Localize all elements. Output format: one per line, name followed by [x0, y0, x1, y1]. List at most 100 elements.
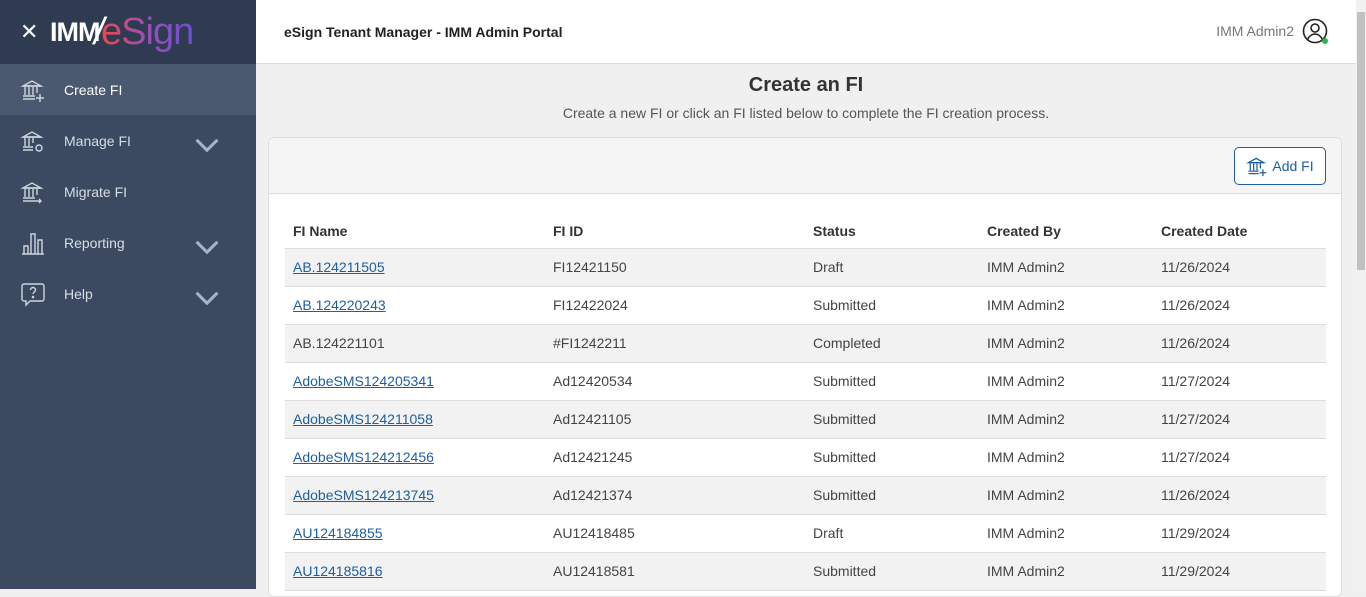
created-date-cell: 11/29/2024	[1153, 552, 1326, 591]
fi-name-link[interactable]: AB.124211505	[293, 259, 385, 275]
column-header: FI ID	[545, 214, 805, 249]
fi-name-cell: AB.124211505	[285, 248, 545, 287]
fi-name-link[interactable]: AdobeSMS124213745	[293, 487, 434, 503]
status-cell: Submitted	[805, 476, 979, 515]
column-header: Created Date	[1153, 214, 1326, 249]
sidebar-item-reporting[interactable]: Reporting	[0, 217, 256, 268]
page-subtitle: Create a new FI or click an FI listed be…	[562, 105, 1050, 121]
sidebar-nav: Create FI Manage FI Migrate FI Reporting Hel…	[0, 64, 256, 319]
user-menu[interactable]: IMM Admin2	[1216, 18, 1328, 44]
fi-name-link[interactable]: AB.124220243	[293, 297, 386, 313]
fi-id-cell: #FI1242211	[545, 324, 805, 363]
created-date-cell: 11/27/2024	[1153, 362, 1326, 401]
created-date-cell: 11/27/2024	[1153, 438, 1326, 477]
created-date-cell: 11/29/2024	[1153, 514, 1326, 553]
card-toolbar: Add FI	[269, 138, 1341, 194]
table-row: AdobeSMS124212456 Ad12421245 Submitted I…	[285, 438, 1326, 477]
fi-name-link[interactable]: AdobeSMS124212456	[293, 449, 434, 465]
created-date-cell: 11/26/2024	[1153, 324, 1326, 363]
created-by-cell: IMM Admin2	[979, 400, 1153, 439]
app-title: eSign Tenant Manager - IMM Admin Portal	[284, 23, 563, 40]
table-row: AB.124220243 FI12422024 Submitted IMM Ad…	[285, 286, 1326, 325]
user-avatar-icon[interactable]	[1302, 18, 1328, 44]
page-header: Create an FI Create a new FI or click an…	[256, 74, 1356, 121]
fi-table: FI Name FI ID Status Created By Created Date…	[285, 214, 1326, 591]
status-cell: Submitted	[805, 552, 979, 591]
fi-name-cell: AB.124221101	[285, 324, 545, 363]
status-cell: Submitted	[805, 362, 979, 401]
fi-name-link[interactable]: AdobeSMS124211058	[293, 411, 433, 427]
fi-id-cell: Ad12421245	[545, 438, 805, 477]
table-row: AU124184855 AU12418485 Draft IMM Admin2 …	[285, 514, 1326, 553]
sidebar-item-create-fi[interactable]: Create FI	[0, 64, 256, 115]
created-date-cell: 11/26/2024	[1153, 248, 1326, 287]
chevron-down-icon[interactable]	[194, 234, 220, 260]
sidebar-item-label: Help	[64, 285, 93, 302]
scrollbar-thumb[interactable]	[1357, 12, 1365, 270]
status-cell: Submitted	[805, 438, 979, 477]
created-by-cell: IMM Admin2	[979, 552, 1153, 591]
scrollbar[interactable]	[1356, 0, 1366, 589]
sidebar-item-label: Create FI	[64, 81, 123, 98]
column-header: Status	[805, 214, 979, 249]
close-icon[interactable]: ✕	[20, 19, 39, 44]
created-by-cell: IMM Admin2	[979, 362, 1153, 401]
fi-id-cell: FI12422024	[545, 286, 805, 325]
fi-list-card: Add FI FI Name FI ID Status Created By Creat…	[268, 137, 1342, 597]
fi-id-cell: AU12418581	[545, 552, 805, 591]
created-date-cell: 11/26/2024	[1153, 286, 1326, 325]
fi-id-cell: Ad12421374	[545, 476, 805, 515]
status-cell: Submitted	[805, 400, 979, 439]
fi-name-cell: AU124184855	[285, 514, 545, 553]
fi-name-cell: AB.124220243	[285, 286, 545, 325]
add-fi-button[interactable]: Add FI	[1234, 147, 1326, 185]
fi-name-link[interactable]: AU124184855	[293, 525, 383, 541]
created-by-cell: IMM Admin2	[979, 438, 1153, 477]
sidebar-item-label: Reporting	[64, 234, 125, 251]
fi-name-cell: AdobeSMS124205341	[285, 362, 545, 401]
fi-id-cell: Ad12420534	[545, 362, 805, 401]
column-header: Created By	[979, 214, 1153, 249]
status-cell: Submitted	[805, 286, 979, 325]
bank-plus-icon	[1246, 157, 1267, 177]
fi-id-cell: FI12421150	[545, 248, 805, 287]
bank-plus-icon	[20, 79, 44, 102]
fi-name-link[interactable]: AU124185816	[293, 563, 383, 579]
table-row: AB.124211505 FI12421150 Draft IMM Admin2…	[285, 248, 1326, 287]
status-cell: Draft	[805, 514, 979, 553]
status-cell: Completed	[805, 324, 979, 363]
table-row: AU124185816 AU12418581 Submitted IMM Adm…	[285, 552, 1326, 591]
sidebar-item-label: Migrate FI	[64, 183, 128, 200]
created-date-cell: 11/27/2024	[1153, 400, 1326, 439]
chevron-down-icon[interactable]	[194, 132, 220, 158]
created-by-cell: IMM Admin2	[979, 286, 1153, 325]
add-fi-label: Add FI	[1272, 158, 1314, 174]
chevron-down-icon[interactable]	[194, 285, 220, 311]
created-by-cell: IMM Admin2	[979, 476, 1153, 515]
logo: IMM / eSign	[50, 10, 194, 53]
created-by-cell: IMM Admin2	[979, 324, 1153, 363]
table-header-row: FI Name FI ID Status Created By Created Date	[285, 214, 1326, 249]
bank-gear-icon	[20, 130, 44, 152]
fi-id-cell: Ad12421105	[545, 400, 805, 439]
status-cell: Draft	[805, 248, 979, 287]
column-header: FI Name	[285, 214, 545, 249]
sidebar-item-manage-fi[interactable]: Manage FI	[0, 115, 256, 166]
help-bubble-icon	[21, 282, 45, 307]
top-bar: eSign Tenant Manager - IMM Admin Portal …	[256, 0, 1356, 64]
sidebar-item-migrate-fi[interactable]: Migrate FI	[0, 166, 256, 217]
bank-arrow-icon	[20, 181, 44, 203]
fi-name-cell: AdobeSMS124211058	[285, 400, 545, 439]
created-by-cell: IMM Admin2	[979, 514, 1153, 553]
fi-id-cell: AU12418485	[545, 514, 805, 553]
logo-bar: ✕ IMM / eSign	[0, 0, 256, 64]
sidebar-item-label: Manage FI	[64, 132, 131, 149]
page-title: Create an FI	[748, 74, 864, 96]
sidebar-item-help[interactable]: Help	[0, 268, 256, 319]
online-status-dot	[1322, 38, 1328, 44]
sidebar: ✕ IMM / eSign Create FI Manage FI Migrate FI…	[0, 0, 256, 589]
created-date-cell: 11/26/2024	[1153, 476, 1326, 515]
fi-name-link[interactable]: AdobeSMS124205341	[293, 373, 434, 389]
created-by-cell: IMM Admin2	[979, 248, 1153, 287]
fi-name-cell: AU124185816	[285, 552, 545, 591]
